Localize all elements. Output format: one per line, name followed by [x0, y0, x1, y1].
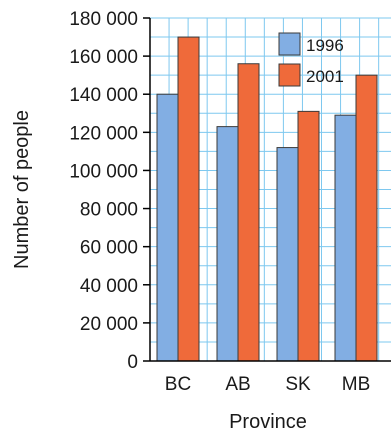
bar-bc-2001	[177, 36, 200, 362]
legend: 1996 2001	[278, 32, 344, 87]
x-tick-label: MB	[342, 374, 371, 395]
y-tick-label: 120 000	[69, 123, 138, 144]
bar-bc-1996	[156, 93, 179, 362]
legend-label-2001: 2001	[306, 67, 344, 86]
legend-label-1996: 1996	[306, 36, 344, 55]
y-axis-title: Number of people	[11, 110, 33, 269]
axes	[149, 18, 391, 362]
bars	[156, 36, 378, 362]
x-axis-title: Province	[229, 411, 307, 433]
y-tick-label: 160 000	[69, 47, 138, 68]
x-tick-label: BC	[165, 374, 191, 395]
bar-sk-2001	[297, 110, 320, 362]
y-tick-label: 60 000	[80, 238, 138, 259]
y-axis-ticks: 0 20 000 40 000 60 000 80 000 100 000 120 000 1…	[69, 9, 150, 373]
y-tick-label: 40 000	[80, 276, 138, 297]
y-tick-label: 100 000	[69, 161, 138, 182]
y-tick-label: 80 000	[80, 200, 138, 221]
y-tick-label: 0	[127, 352, 138, 373]
legend-swatch-2001	[278, 63, 301, 87]
bar-sk-1996	[276, 147, 299, 362]
x-tick-label: AB	[225, 374, 250, 395]
x-tick-label: SK	[285, 374, 311, 395]
legend-swatch-1996	[278, 32, 301, 56]
bar-mb-1996	[334, 114, 357, 362]
x-axis-ticks: BC AB SK MB	[165, 374, 370, 395]
y-tick-label: 20 000	[80, 314, 138, 335]
bar-ab-1996	[216, 126, 239, 362]
bar-mb-2001	[355, 74, 378, 362]
bar-ab-2001	[237, 63, 260, 362]
y-tick-label: 180 000	[69, 9, 138, 30]
y-tick-label: 140 000	[69, 85, 138, 106]
